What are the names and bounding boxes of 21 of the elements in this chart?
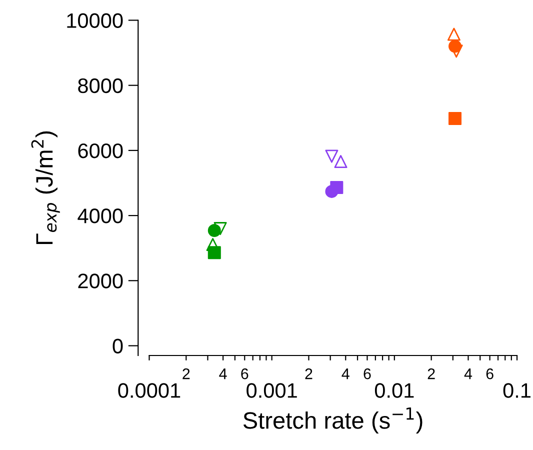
x-tick-label: 0.0001	[118, 383, 180, 398]
y-tick-label: 8000	[78, 78, 123, 94]
text: 2	[182, 368, 190, 380]
y-tick-label: 6000	[78, 143, 123, 158]
y-tick-label: 10000	[67, 13, 123, 28]
text: 4	[464, 368, 472, 380]
text: 4	[342, 368, 350, 380]
text: 6	[486, 368, 494, 380]
y-axis-title: Γ$_{exp}$ (J/m$^{2}$)	[31, 131, 60, 244]
text: 6	[364, 368, 371, 380]
x-tick-label: 0.01	[374, 383, 414, 398]
x-tick-label: 0.1	[503, 383, 530, 398]
y-tick-label: 2000	[78, 274, 123, 288]
text: 4	[219, 368, 227, 380]
x-tick-label: 0.001	[246, 383, 297, 398]
y-tick-label: 0	[112, 338, 123, 354]
y-tick-label: 4000	[78, 208, 123, 224]
x-axis-title: Stretch rate (s$^{−1}$)	[243, 408, 422, 434]
text: 2	[428, 368, 435, 380]
text: 6	[241, 368, 248, 380]
text: 2	[305, 368, 312, 380]
